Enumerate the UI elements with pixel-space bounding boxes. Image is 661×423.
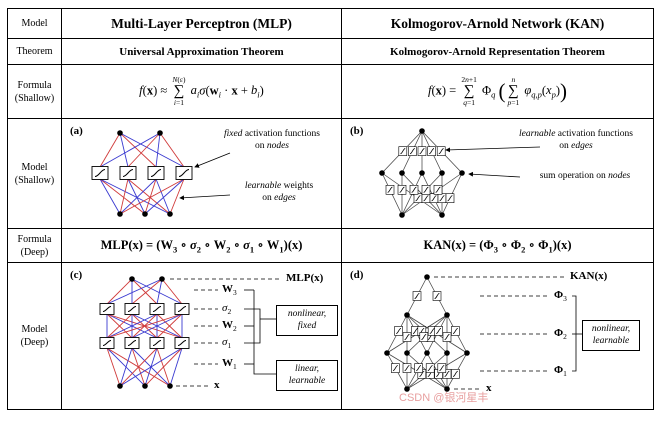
- kan-deep-network-diagram: [384, 274, 582, 392]
- mlp-deep-nodes: [99, 276, 190, 389]
- layer-label-sigma2: σ2: [222, 302, 232, 317]
- mlp-title: Multi-Layer Perceptron (MLP): [62, 9, 342, 39]
- layer-label-phi3: Φ3: [554, 289, 567, 304]
- kan-output-label: KAN(x): [570, 270, 608, 282]
- mlp-shallow-formula: f(x) ≈ N(ε) ∑ i=1 aiσ(wi · x + bi): [62, 65, 342, 119]
- arrow-to-weight-edges: [179, 194, 231, 201]
- kan-shallow-network-diagram: [379, 128, 541, 218]
- mlp-theorem: Universal Approximation Theorem: [62, 39, 342, 65]
- panel-tag-c: (c): [70, 269, 83, 281]
- mlp-title-text: Multi-Layer Perceptron (MLP): [111, 15, 292, 31]
- mlp-deep-formula-text: MLP(x) = (W3 ∘ σ2 ∘ W2 ∘ σ1 ∘ W1)(x): [100, 237, 303, 255]
- comparison-table: Model Multi-Layer Perceptron (MLP) Kolmo…: [7, 8, 654, 410]
- row-label-theorem: Theorem: [8, 39, 62, 65]
- arrow-to-sum-nodes: [468, 171, 521, 178]
- kan-shallow-formula-text: f(x) = 2n+1 ∑ q=1 Φq (n ∑ p=1 φq,p(xp)): [427, 75, 568, 107]
- row-label-formula-deep-l2: (Deep): [20, 246, 49, 258]
- mlp-shallow-nodes: [91, 130, 193, 217]
- layer-label-phi2: Φ2: [554, 327, 567, 342]
- row-label-model-shallow-l2: (Shallow): [14, 174, 55, 186]
- kan-title: Kolmogorov-Arnold Network (KAN): [342, 9, 654, 39]
- row-label-formula-shallow: Formula (Shallow): [8, 65, 62, 119]
- kan-shallow-formula: f(x) = 2n+1 ∑ q=1 Φq (n ∑ p=1 φq,p(xp)): [342, 65, 654, 119]
- mlp-deep-formula: MLP(x) = (W3 ∘ σ2 ∘ W2 ∘ σ1 ∘ W1)(x): [62, 229, 342, 263]
- panel-tag-d: (d): [350, 269, 364, 281]
- kan-deep-nodes: [384, 274, 470, 392]
- panel-tag-a: (a): [70, 125, 83, 137]
- kan-deep-edge-activations: [391, 291, 460, 379]
- mlp-input-label: x: [214, 379, 220, 391]
- nonlinear-fixed-box: nonlinear, fixed: [276, 305, 338, 336]
- layer-label-sigma1: σ1: [222, 336, 232, 351]
- layer-label-phi1: Φ1: [554, 364, 567, 379]
- kan-deep-formula: KAN(x) = (Φ3 ∘ Φ2 ∘ Φ1)(x): [342, 229, 654, 263]
- mlp-deep-edges: [106, 278, 183, 387]
- row-label-formula-deep-l1: Formula: [17, 233, 52, 245]
- layer-label-w1: W1: [222, 357, 237, 372]
- kan-shallow-diagram-cell: (b) learnable activation functions on edg…: [342, 119, 654, 229]
- row-label-formula-shallow-l2: (Shallow): [14, 92, 55, 104]
- watermark: CSDN @银河星丰: [399, 392, 489, 404]
- kan-theorem-text: Kolmogorov-Arnold Representation Theorem: [390, 45, 605, 58]
- annotation-sum-operation: sum operation on nodes: [539, 171, 631, 181]
- row-label-formula-deep: Formula (Deep): [8, 229, 62, 263]
- kan-deep-formula-text: KAN(x) = (Φ3 ∘ Φ2 ∘ Φ1)(x): [423, 237, 572, 255]
- mlp-shallow-edges: [99, 132, 185, 215]
- linear-learnable-box: linear, learnable: [276, 360, 338, 391]
- comparison-figure: Model Multi-Layer Perceptron (MLP) Kolmo…: [7, 8, 654, 410]
- mlp-deep-diagram-cell: (c) MLP(x) W3 σ2 W2 σ1 W1 x nonlinear, fi…: [62, 263, 342, 410]
- mlp-deep-network-diagram: [99, 276, 282, 389]
- row-label-model: Model: [8, 9, 62, 39]
- row-label-model-deep-l1: Model: [21, 324, 48, 335]
- kan-shallow-nodes: [379, 128, 465, 218]
- layer-label-w2: W2: [222, 319, 237, 334]
- connector-sigma-layers: [244, 308, 261, 344]
- row-label-model-shallow-l1: Model: [21, 161, 48, 173]
- mlp-theorem-text: Universal Approximation Theorem: [119, 45, 284, 58]
- kan-deep-diagram-cell: (d) KAN(x) Φ3 Φ2 Φ1 x nonlinear, learnabl…: [342, 263, 654, 410]
- mlp-shallow-network-diagram: [91, 130, 231, 217]
- arrow-to-activation-boxes: [194, 152, 231, 168]
- arrow-to-edge-activations: [445, 146, 541, 153]
- panel-tag-b: (b): [350, 125, 364, 137]
- row-label-model-shallow: Model (Shallow): [8, 119, 62, 229]
- mlp-shallow-diagram-cell: (a) fixed activation functions on nodes l…: [62, 119, 342, 229]
- kan-input-label: x: [486, 382, 492, 394]
- nonlinear-learnable-box: nonlinear, learnable: [582, 320, 640, 351]
- kan-title-text: Kolmogorov-Arnold Network (KAN): [390, 15, 605, 31]
- annotation-learnable-weights: learnable weights on edges: [244, 181, 314, 203]
- connector-to-linear-box: [253, 290, 276, 375]
- row-label-formula-shallow-l1: Formula: [17, 79, 52, 91]
- row-label-model-deep: Model (Deep): [8, 263, 62, 410]
- row-label-model-text: Model: [21, 18, 48, 29]
- row-label-theorem-text: Theorem: [16, 46, 53, 57]
- mlp-shallow-formula-text: f(x) ≈ N(ε) ∑ i=1 aiσ(wi · x + bi): [139, 75, 264, 107]
- row-label-model-deep-l2: (Deep): [20, 337, 49, 348]
- layer-label-w3: W3: [222, 283, 237, 298]
- mlp-output-label: MLP(x): [286, 272, 324, 284]
- annotation-fixed-activation-functions: fixed activation functions on nodes: [223, 129, 321, 151]
- kan-shallow-edge-activations: [385, 146, 455, 203]
- kan-theorem: Kolmogorov-Arnold Representation Theorem: [342, 39, 654, 65]
- annotation-learnable-activation-functions: learnable activation functions on edges: [519, 129, 633, 151]
- connector-phi-layers: [572, 295, 577, 372]
